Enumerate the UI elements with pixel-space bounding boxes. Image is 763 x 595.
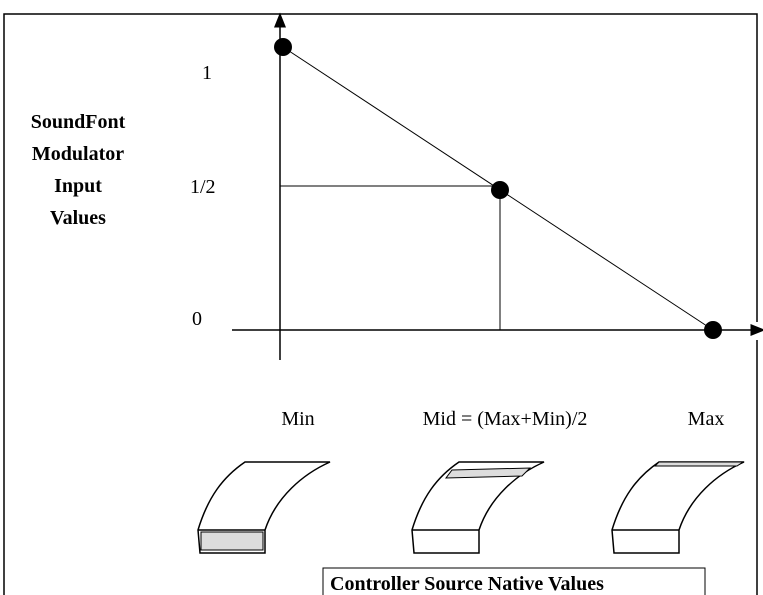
slider-icon: [198, 462, 330, 553]
y-title-line: Modulator: [32, 143, 124, 165]
point: [274, 38, 292, 56]
slider-icon: [412, 462, 544, 553]
slider-icon: [612, 462, 744, 553]
x-label: Max: [688, 408, 725, 430]
y-title-line: SoundFont: [31, 111, 126, 133]
caption: Controller Source Native Values: [330, 573, 604, 595]
y-label: 1/2: [190, 176, 216, 198]
point: [704, 321, 722, 339]
point: [491, 181, 509, 199]
y-title-line: Input: [54, 175, 102, 197]
x-label: Min: [281, 408, 314, 430]
diagram: SoundFont Modulator Input Values 1 1/2 0…: [0, 0, 763, 595]
y-label: 1: [202, 62, 212, 84]
y-title-line: Values: [50, 207, 106, 229]
x-label: Mid = (Max+Min)/2: [423, 408, 588, 430]
y-label: 0: [192, 308, 202, 330]
